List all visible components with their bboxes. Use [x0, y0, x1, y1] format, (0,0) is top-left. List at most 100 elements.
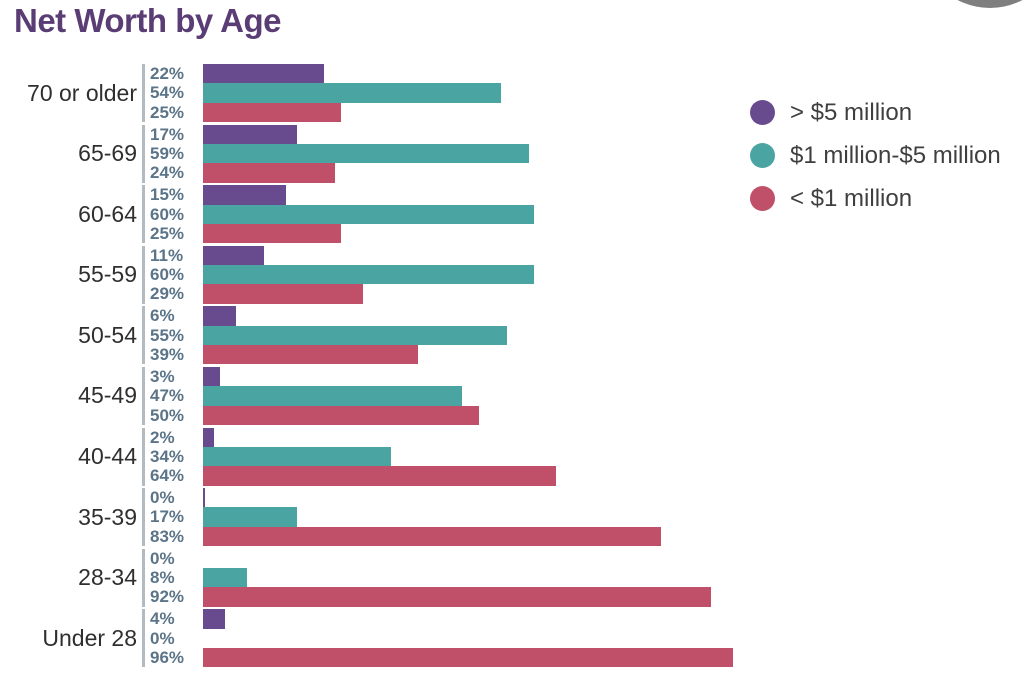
value-label: 60% — [150, 204, 185, 224]
legend-item: < $1 million — [750, 185, 1001, 212]
group-bars: 3% 47% 50% — [145, 366, 479, 425]
bar-row: 50% — [145, 405, 479, 425]
legend-color-dot — [750, 143, 775, 168]
age-group-label: 55-59 — [78, 261, 137, 288]
bar-row: 4% — [145, 609, 733, 629]
value-label: 15% — [150, 185, 185, 205]
bar-segment — [203, 648, 733, 668]
value-label: 0% — [150, 628, 175, 648]
value-label: 4% — [150, 609, 175, 629]
value-label: 54% — [150, 83, 185, 103]
bar-segment — [203, 427, 215, 447]
group-bars: 2% 34% 64% — [145, 427, 557, 486]
axis-tick-line — [142, 427, 145, 486]
bar-segment — [203, 366, 220, 387]
value-label: 0% — [150, 488, 175, 508]
bar-segment — [203, 204, 535, 224]
bar-segment — [203, 306, 237, 326]
age-group-label: 50-54 — [78, 321, 137, 348]
value-label: 92% — [150, 587, 185, 607]
age-group-row: 55-59 11% 60% 29% — [0, 245, 733, 304]
bar-segment — [203, 325, 507, 346]
value-label: 6% — [150, 306, 175, 326]
age-group-label: 35-39 — [78, 503, 137, 530]
bar-row: 55% — [145, 325, 507, 346]
value-label: 34% — [150, 446, 185, 466]
bar-row: 60% — [145, 204, 535, 224]
bar-segment — [203, 83, 502, 103]
value-label: 50% — [150, 405, 185, 425]
bar-row: 34% — [145, 446, 556, 467]
group-bars: 6% 55% 39% — [145, 306, 507, 365]
bar-row: 83% — [145, 526, 662, 547]
group-bars: 15% 60% 25% — [145, 185, 535, 244]
age-group-row: Under 28 4% 0% 96% — [0, 609, 733, 668]
legend-item-label: $1 million-$5 million — [790, 141, 1001, 169]
value-label: 8% — [150, 568, 175, 588]
legend-item: $1 million-$5 million — [750, 141, 1001, 169]
group-bars: 22% 54% 25% — [145, 64, 502, 122]
value-label: 25% — [150, 223, 185, 243]
age-group-row: 40-44 2% 34% 64% — [0, 427, 733, 486]
group-bars: 0% 17% 83% — [145, 488, 662, 547]
value-label: 96% — [150, 648, 185, 667]
bar-row: 39% — [145, 345, 507, 365]
bar-segment — [203, 185, 286, 205]
value-label: 64% — [150, 466, 185, 486]
chart-title: Net Worth by Age — [14, 2, 282, 39]
value-label: 17% — [150, 507, 185, 527]
age-group-label: Under 28 — [42, 624, 137, 651]
bar-row: 0% — [145, 549, 711, 568]
age-group-label: 65-69 — [78, 140, 137, 167]
value-label: 2% — [150, 427, 175, 447]
axis-tick-line — [142, 64, 145, 122]
group-bars: 4% 0% 96% — [145, 609, 733, 668]
axis-tick-line — [142, 306, 145, 365]
bar-segment — [203, 223, 341, 244]
bar-row: 96% — [145, 648, 733, 668]
bar-row: 54% — [145, 83, 502, 103]
value-label: 60% — [150, 265, 185, 285]
bar-row: 92% — [145, 587, 711, 607]
bar-segment — [203, 526, 662, 547]
legend-item: > $5 million — [750, 98, 1001, 126]
axis-tick-line — [142, 366, 145, 425]
legend-color-dot — [750, 100, 775, 125]
axis-tick-line — [142, 488, 145, 547]
value-label: 17% — [150, 124, 185, 144]
age-group-row: 28-34 0% 8% 92% — [0, 548, 733, 607]
bar-row: 15% — [145, 185, 534, 205]
bar-row: 60% — [145, 265, 535, 285]
bar-row: 2% — [145, 427, 556, 447]
age-group-label: 40-44 — [78, 443, 137, 470]
value-label: 0% — [150, 548, 175, 568]
bar-segment — [203, 488, 205, 508]
bar-segment — [203, 568, 248, 588]
bar-segment — [203, 507, 297, 527]
axis-tick-line — [142, 185, 145, 244]
legend-item-label: > $5 million — [790, 98, 913, 126]
chart-legend: > $5 million $1 million-$5 million < $1 mi… — [750, 98, 1001, 229]
age-group-row: 50-54 6% 55% 39% — [0, 306, 733, 365]
value-label: 83% — [150, 526, 185, 546]
bar-row: 0% — [145, 488, 661, 508]
bar-segment — [203, 345, 419, 365]
value-label: 29% — [150, 284, 185, 304]
value-label: 39% — [150, 345, 185, 365]
bar-segment — [203, 587, 711, 607]
age-group-row: 65-69 17% 59% 24% — [0, 124, 733, 183]
bar-segment — [203, 446, 391, 467]
bar-segment — [203, 64, 325, 84]
axis-tick-line — [142, 124, 145, 183]
value-label: 55% — [150, 325, 185, 345]
value-label: 59% — [150, 143, 185, 163]
axis-tick-line — [142, 245, 145, 304]
bar-row: 25% — [145, 223, 534, 244]
bar-segment — [203, 466, 557, 486]
legend-color-dot — [750, 186, 775, 211]
value-label: 11% — [150, 245, 184, 265]
bar-row: 29% — [145, 284, 534, 304]
bar-row: 59% — [145, 143, 529, 164]
age-group-row: 60-64 15% 60% 25% — [0, 185, 733, 244]
